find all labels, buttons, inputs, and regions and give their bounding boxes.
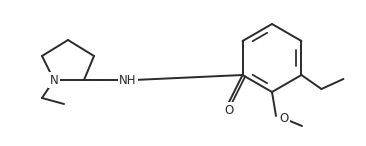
Text: O: O (224, 104, 233, 117)
Text: NH: NH (119, 73, 137, 86)
Text: O: O (279, 113, 289, 126)
Text: N: N (50, 73, 58, 86)
